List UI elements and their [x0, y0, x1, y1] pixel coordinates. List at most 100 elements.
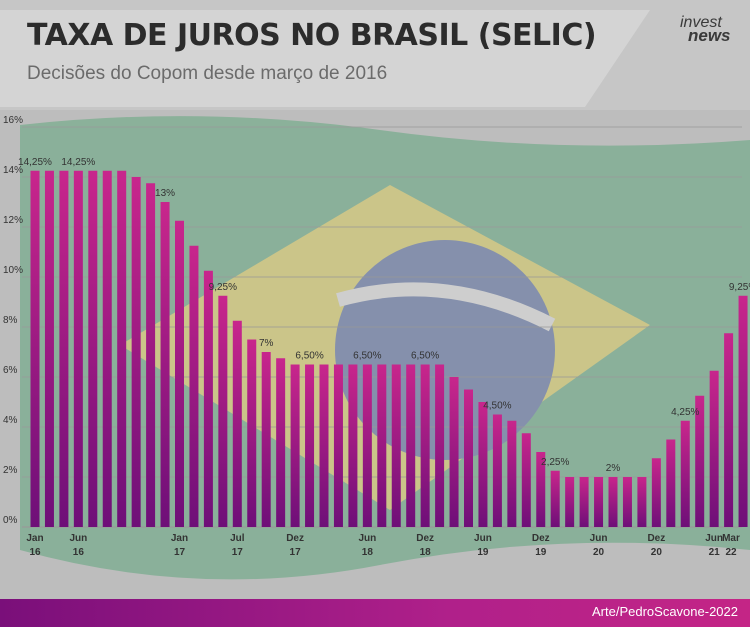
y-axis-ticks: 0% 2% 4% 6% 8% 10% 12% 14% 16% — [3, 115, 23, 526]
y-tick-label: 4% — [3, 415, 18, 426]
bars — [30, 170, 748, 527]
bar — [189, 245, 199, 527]
bar — [232, 320, 242, 527]
bar — [550, 470, 560, 527]
bar — [507, 420, 517, 527]
x-tick-label: Jun — [69, 533, 87, 544]
chart-title: TAXA DE JUROS NO BRASIL (SELIC) — [27, 18, 597, 53]
y-tick-label: 16% — [3, 115, 23, 126]
bar — [276, 358, 286, 527]
bar — [131, 177, 141, 527]
x-tick-label: 16 — [29, 547, 41, 558]
bar-value-label: 9,25% — [209, 282, 237, 293]
bar — [464, 389, 473, 527]
y-tick-label: 10% — [3, 265, 23, 276]
x-tick-label: 20 — [593, 547, 605, 558]
y-tick-label: 14% — [3, 165, 23, 176]
bar — [362, 364, 372, 527]
investnews-logo: invest news — [680, 14, 740, 45]
bar-value-label: 6,50% — [295, 351, 323, 362]
x-tick-label: Dez — [416, 533, 434, 544]
bar — [261, 352, 271, 527]
x-tick-label: Mar — [722, 533, 740, 544]
x-tick-label: Dez — [286, 533, 304, 544]
bar — [218, 295, 228, 527]
x-tick-label: 21 — [709, 547, 721, 558]
x-tick-label: Jan — [171, 533, 188, 544]
x-tick-label: Jul — [230, 533, 245, 544]
bar-value-label: 9,25% — [729, 282, 750, 293]
bar — [377, 364, 387, 527]
x-tick-label: Jun — [474, 533, 492, 544]
bar — [290, 364, 300, 527]
x-tick-label: 19 — [535, 547, 547, 558]
bar-value-label: 6,50% — [353, 351, 381, 362]
bar-value-label: 4,50% — [483, 401, 511, 412]
y-tick-label: 2% — [3, 465, 18, 476]
bar — [247, 339, 257, 527]
bar — [536, 452, 546, 527]
x-tick-label: Dez — [647, 533, 665, 544]
x-tick-label: Jun — [590, 533, 608, 544]
bar — [203, 270, 213, 527]
bar — [406, 364, 416, 527]
bar — [391, 364, 401, 527]
bar — [420, 364, 430, 527]
x-tick-label: 17 — [232, 547, 244, 558]
bar — [608, 477, 618, 527]
bar — [738, 295, 748, 527]
bar — [73, 170, 83, 527]
bar-value-label: 13% — [155, 188, 175, 199]
brazil-flag-background — [20, 116, 750, 580]
bar — [521, 433, 531, 527]
bar — [160, 202, 170, 527]
bar-value-label: 2,25% — [541, 457, 569, 468]
bar — [333, 364, 343, 527]
x-tick-label: Dez — [532, 533, 550, 544]
bar-value-label: 2% — [606, 463, 621, 474]
x-tick-label: 22 — [725, 547, 737, 558]
bar-value-label: 14,25% — [61, 157, 95, 168]
bar — [117, 170, 127, 527]
y-tick-label: 12% — [3, 215, 23, 226]
bar — [695, 395, 705, 527]
y-tick-label: 6% — [3, 365, 18, 376]
x-tick-label: 16 — [73, 547, 85, 558]
x-tick-label: 17 — [174, 547, 186, 558]
bar — [102, 170, 112, 527]
bar-labels: 14,25% 14,25% 13% 9,25% 7% 6,50% 6,50% 6,50% 4,5… — [18, 157, 750, 474]
bar — [44, 170, 54, 527]
bar-value-label: 4,25% — [671, 407, 699, 418]
bar — [305, 364, 315, 527]
bar — [146, 183, 156, 527]
y-tick-label: 8% — [3, 315, 18, 326]
x-tick-label: Jun — [705, 533, 723, 544]
bar — [622, 477, 632, 527]
selic-bar-chart: 0% 2% 4% 6% 8% 10% 12% 14% 16% 14,25% 14,25% 13% 9,… — [3, 115, 750, 580]
bar — [579, 477, 589, 527]
x-axis-labels: Jan 16 Jun 16 Jan 17 Jul 17 Dez 17 Jun 18 Dez 18 Jun 19… — [26, 533, 740, 558]
x-tick-label: Jan — [26, 533, 43, 544]
bar — [594, 477, 604, 527]
bar — [492, 414, 502, 527]
title-banner — [0, 10, 650, 107]
footer-bar: Arte/PedroScavone-2022 — [0, 599, 750, 627]
x-tick-label: 18 — [420, 547, 432, 558]
bar — [651, 458, 661, 527]
chart-subtitle: Decisões do Copom desde março de 2016 — [27, 63, 388, 84]
x-tick-label: Jun — [358, 533, 376, 544]
bar — [449, 377, 459, 527]
bar-value-label: 14,25% — [18, 157, 52, 168]
logo-text-bottom: news — [688, 26, 731, 45]
bar — [319, 364, 329, 527]
bar — [724, 333, 734, 527]
header: TAXA DE JUROS NO BRASIL (SELIC) Decisões… — [0, 0, 750, 110]
x-tick-label: 18 — [362, 547, 374, 558]
credit-text: Arte/PedroScavone-2022 — [592, 604, 738, 619]
bar — [565, 477, 575, 527]
bar — [666, 439, 676, 527]
x-tick-label: 17 — [290, 547, 302, 558]
bar-value-label: 7% — [259, 338, 274, 349]
bar — [709, 370, 719, 527]
y-tick-label: 0% — [3, 515, 18, 526]
